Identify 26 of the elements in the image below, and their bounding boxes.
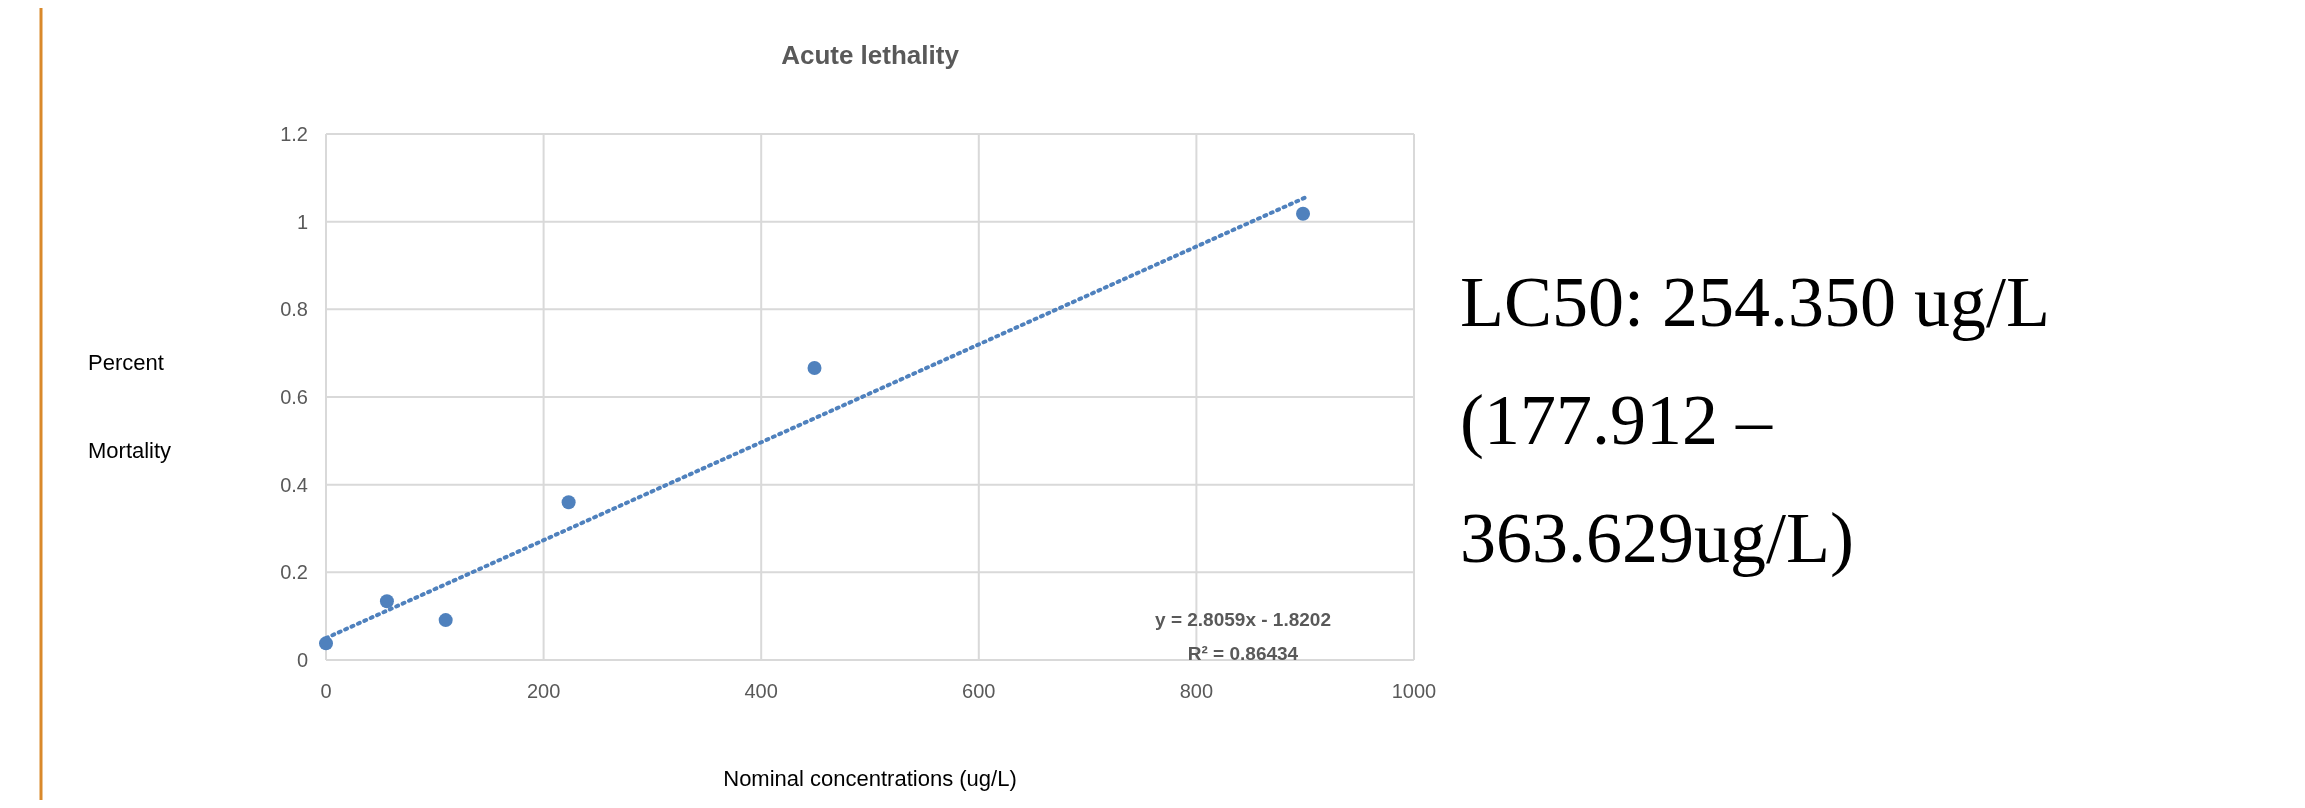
- y-tick-label: 0.8: [280, 298, 308, 321]
- point: [807, 361, 822, 376]
- x-tick-label: 400: [744, 680, 778, 702]
- x-tick-label: 0: [320, 680, 332, 702]
- point: [1296, 206, 1311, 221]
- chart-title: Acute lethality: [781, 40, 960, 70]
- y-tick-label: 1: [296, 210, 308, 233]
- x-tick-label: 200: [526, 680, 561, 702]
- y-tick-label: 0.4: [280, 473, 308, 496]
- y-tick-label: 0: [296, 649, 308, 671]
- point: [561, 495, 576, 510]
- x-tick-label: 1000: [1391, 680, 1437, 702]
- x-tick-label: 800: [1179, 680, 1214, 702]
- y-tick-label: 0.2: [280, 561, 308, 584]
- text: (177.912 –: [1460, 380, 1773, 460]
- annotation: y = 2.8059x - 1.8202: [1155, 609, 1331, 630]
- text: 363.629ug/L): [1460, 498, 1854, 578]
- point: [379, 594, 394, 609]
- text: LC50: 254.350 ug/L: [1460, 262, 2050, 342]
- text: Percent Mortality: [88, 350, 172, 463]
- y-tick-label: 1.2: [280, 123, 308, 145]
- point: [438, 613, 453, 628]
- annotation: R² = 0.86434: [1187, 643, 1299, 664]
- y-tick-label: 0.6: [280, 386, 308, 408]
- x-tick-label: 600: [962, 680, 996, 702]
- x-axis-title: Nominal concentrations (ug/L): [723, 766, 1017, 791]
